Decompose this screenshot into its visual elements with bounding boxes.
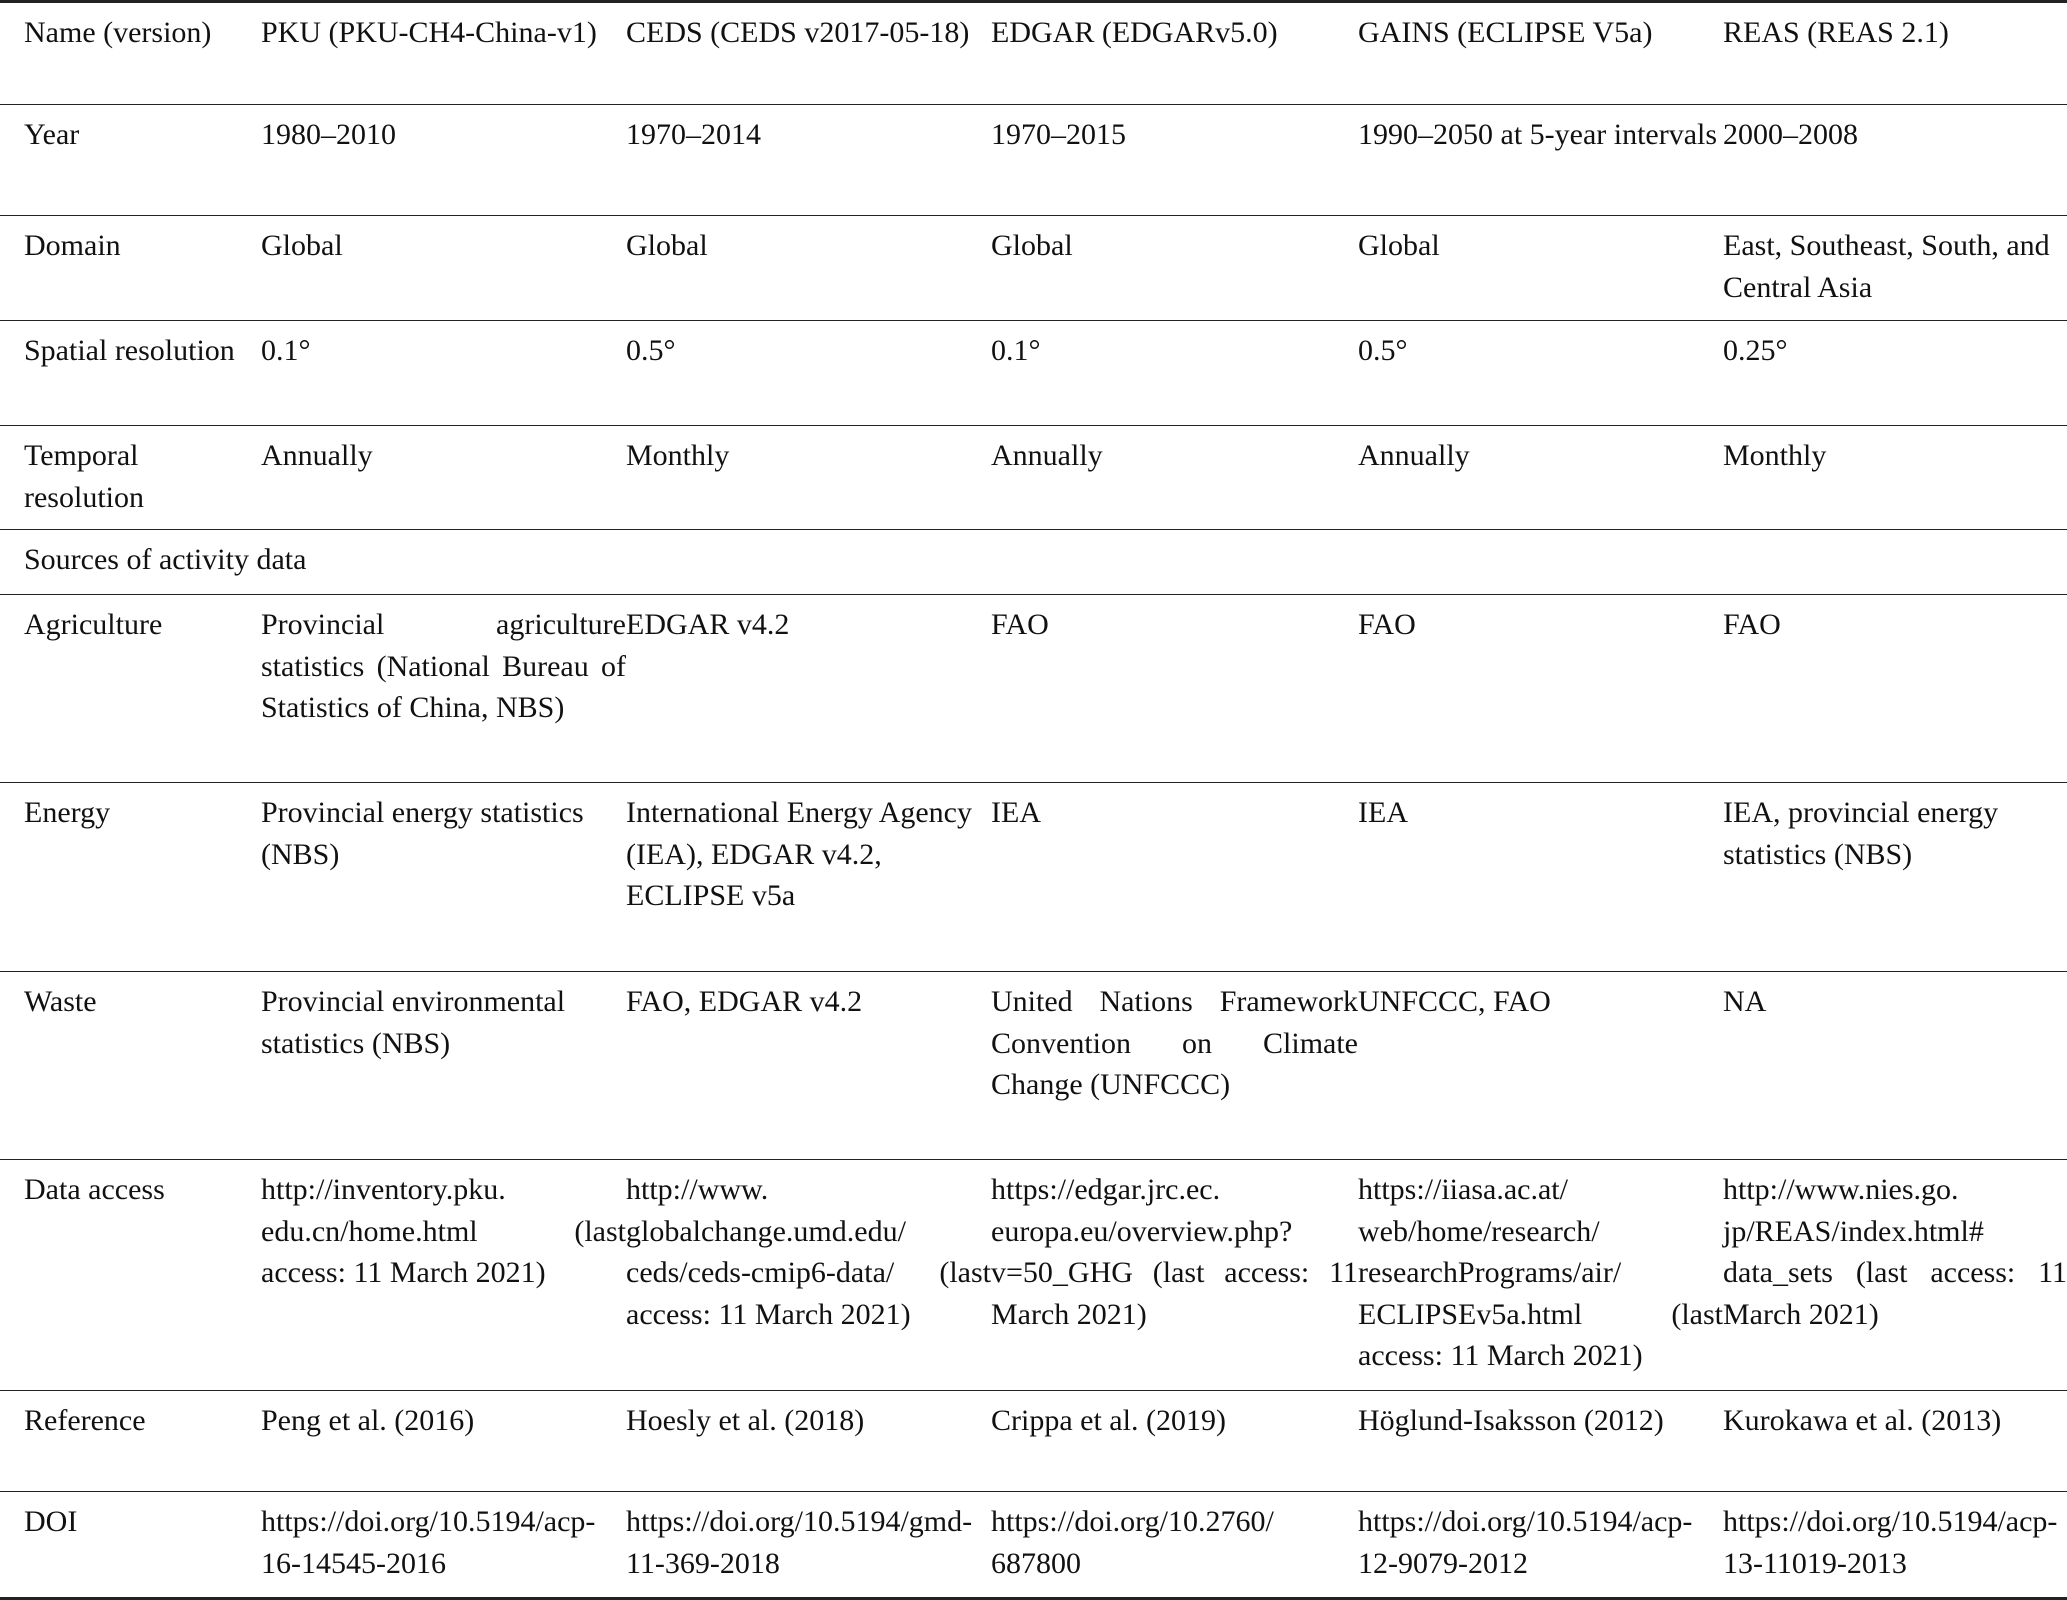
table-cell: Peng et al. (2016) bbox=[261, 1404, 475, 1437]
table-cell: CEDS (CEDS v2017-05-18) bbox=[626, 16, 970, 49]
table-row-data-access: Data access http://inventory.pku.​edu.cn/… bbox=[0, 1160, 2067, 1391]
table-cell: Monthly bbox=[626, 439, 730, 472]
table-cell: United Nations Frame­work Convention on … bbox=[991, 985, 1358, 1101]
row-label: Sources of activity data bbox=[24, 543, 307, 576]
table-cell: 0.1° bbox=[991, 334, 1041, 367]
table-cell: http://www.nies.go.​jp/REAS/index.html#​… bbox=[1723, 1173, 2067, 1331]
row-label: Waste bbox=[24, 985, 97, 1018]
table-cell: EDGAR (EDGARv5.0) bbox=[991, 16, 1278, 49]
table-cell: 1970–2014 bbox=[626, 118, 761, 151]
table-cell: 0.25° bbox=[1723, 334, 1788, 367]
table-row-domain: Domain Global Global Global Global East, Sout… bbox=[0, 216, 2067, 321]
table-cell: EDGAR v4.2 bbox=[626, 608, 790, 641]
table-row-doi: DOI https://doi.org/10.5194/​acp-16-14545… bbox=[0, 1492, 2067, 1599]
table-cell: Provincial agriculture statistics (Natio… bbox=[261, 608, 626, 724]
table-cell: Monthly bbox=[1723, 439, 1827, 472]
table-cell: Global bbox=[1358, 229, 1440, 262]
row-label: Data access bbox=[24, 1173, 165, 1206]
table-cell: Kurokawa et al. (2013) bbox=[1723, 1404, 2002, 1437]
table-row-sources-of-activity-data: Sources of activity data bbox=[0, 530, 2067, 595]
table-cell: REAS (REAS 2.1) bbox=[1723, 16, 1949, 49]
table-row-year: Year 1980–2010 1970–2014 1970–2015 1990–2050… bbox=[0, 105, 2067, 216]
table-cell: FAO bbox=[991, 608, 1049, 641]
table-cell: 1970–2015 bbox=[991, 118, 1126, 151]
table-cell: https://doi.org/10.5194/​acp-12-9079-201… bbox=[1358, 1505, 1693, 1580]
table-cell: UNFCCC, FAO bbox=[1358, 985, 1551, 1018]
table-row-agriculture: Agriculture Provincial agriculture statis… bbox=[0, 595, 2067, 783]
table-row-spatial-resolution: Spatial resolution 0.1° 0.5° 0.1° 0.5° 0.25° bbox=[0, 321, 2067, 426]
table-cell: Global bbox=[261, 229, 343, 262]
table-cell: Provincial energy statistics (NBS) bbox=[261, 796, 584, 871]
row-label: Domain bbox=[24, 229, 121, 262]
table-cell: FAO bbox=[1723, 608, 1781, 641]
table-cell: Annually bbox=[261, 439, 373, 472]
table-cell: Hoesly et al. (2018) bbox=[626, 1404, 865, 1437]
table-cell: FAO, EDGAR v4.2 bbox=[626, 985, 863, 1018]
table-row-reference: Reference Peng et al. (2016) Hoesly et al.… bbox=[0, 1391, 2067, 1492]
table-cell: Annually bbox=[991, 439, 1103, 472]
table-cell: 0.5° bbox=[626, 334, 676, 367]
table-cell: 1990–2050 at 5-year intervals bbox=[1358, 118, 1718, 151]
row-label: Agriculture bbox=[24, 608, 163, 641]
table-cell: 0.1° bbox=[261, 334, 311, 367]
table-row-temporal-resolution: Temporal resolution Annually Monthly Annual… bbox=[0, 426, 2067, 530]
table-cell: PKU (PKU-CH4-China-v1) bbox=[261, 16, 597, 49]
table-cell: http://www.​globalchange.umd.edu/​ceds/c… bbox=[626, 1173, 991, 1331]
row-label: Spatial resolution bbox=[24, 334, 235, 367]
table-cell: 0.5° bbox=[1358, 334, 1408, 367]
table-cell: http://inventory.pku.​edu.cn/home.html (… bbox=[261, 1173, 626, 1289]
table-cell: IEA bbox=[991, 796, 1041, 829]
table-cell: Provincial environmen­tal statistics (NB… bbox=[261, 985, 566, 1060]
table-row-header: Name (version) PKU (PKU-CH4-China-v1) CEDS… bbox=[0, 1, 2067, 105]
row-label: Name (version) bbox=[24, 16, 212, 49]
table-cell: FAO bbox=[1358, 608, 1416, 641]
table-cell: East, Southeast, South, and Central Asia bbox=[1723, 229, 2050, 304]
row-label: Reference bbox=[24, 1404, 146, 1437]
table-cell: International Energy Agency (IEA), EDGAR… bbox=[626, 796, 972, 912]
table-row-energy: Energy Provincial energy statistics (NBS)… bbox=[0, 783, 2067, 972]
table-cell: Global bbox=[991, 229, 1073, 262]
table-cell: Global bbox=[626, 229, 708, 262]
row-label: DOI bbox=[24, 1505, 78, 1538]
row-label: Year bbox=[24, 118, 80, 151]
table-cell: GAINS (ECLIPSE V5a) bbox=[1358, 16, 1653, 49]
table-cell: 1980–2010 bbox=[261, 118, 396, 151]
table-cell: NA bbox=[1723, 985, 1767, 1018]
table-cell: Crippa et al. (2019) bbox=[991, 1404, 1226, 1437]
table-cell: https://doi.org/10.5194/​acp-16-14545-20… bbox=[261, 1505, 596, 1580]
table-cell: https://edgar.jrc.ec.​europa.eu/overview… bbox=[991, 1173, 1358, 1331]
row-label: Temporal resolution bbox=[24, 439, 144, 514]
table-cell: https://iiasa.ac.at/​web/home/research/​… bbox=[1358, 1173, 1723, 1372]
table-cell: Annually bbox=[1358, 439, 1470, 472]
table-cell: https://doi.org/10.2760/​687800 bbox=[991, 1505, 1274, 1580]
table-cell: Höglund-Isaksson (2012) bbox=[1358, 1404, 1664, 1437]
table-cell: IEA, provincial energy statistics (NBS) bbox=[1723, 796, 1999, 871]
table-row-waste: Waste Provincial environmen­tal statistic… bbox=[0, 972, 2067, 1160]
table-cell: IEA bbox=[1358, 796, 1408, 829]
table-cell: https://doi.org/10.5194/​acp-13-11019-20… bbox=[1723, 1505, 2058, 1580]
table-cell: https://doi.org/10.5194/​gmd-11-369-2018 bbox=[626, 1505, 973, 1580]
row-label: Energy bbox=[24, 796, 111, 829]
table-cell: 2000–2008 bbox=[1723, 118, 1858, 151]
